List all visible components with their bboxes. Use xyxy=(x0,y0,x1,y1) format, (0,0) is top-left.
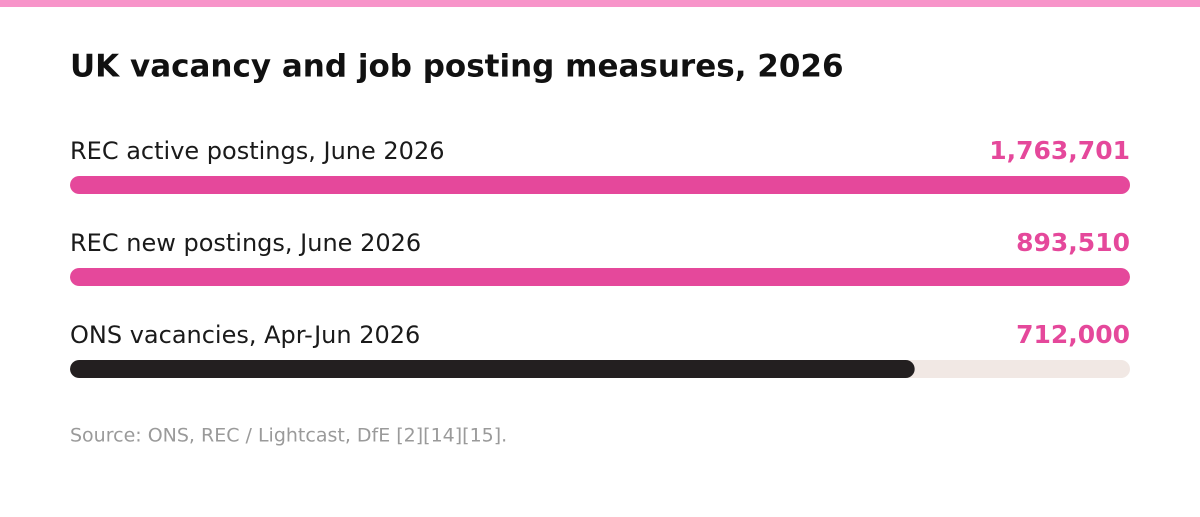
category-label: REC active postings, June 2026 xyxy=(70,137,444,165)
bar xyxy=(70,268,1130,286)
bar xyxy=(70,360,915,378)
value-label: 893,510 xyxy=(1016,228,1130,257)
source-note: Source: ONS, REC / Lightcast, DfE [2][14… xyxy=(70,425,507,447)
top-stripe xyxy=(0,0,1200,7)
category-label: ONS vacancies, Apr-Jun 2026 xyxy=(70,321,420,349)
bar xyxy=(70,176,1130,194)
value-label: 1,763,701 xyxy=(989,136,1130,165)
category-label: REC new postings, June 2026 xyxy=(70,229,421,257)
value-label: 712,000 xyxy=(1016,320,1130,349)
chart-title: UK vacancy and job posting measures, 202… xyxy=(70,49,844,85)
